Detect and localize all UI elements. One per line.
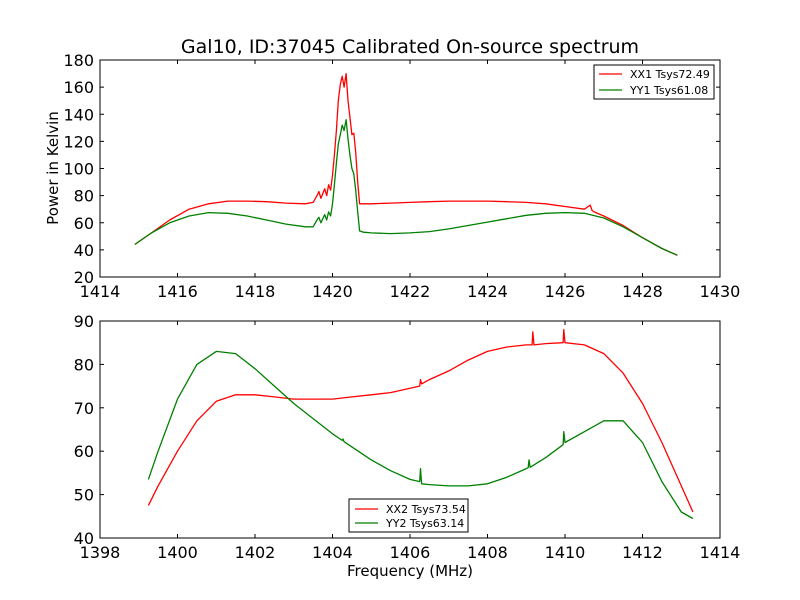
bottom-y-tick-label: 60 <box>74 442 94 461</box>
bottom-legend-label-xx2: XX2 Tsys73.54 <box>386 503 466 516</box>
top-y-tick-label: 180 <box>63 51 94 70</box>
top-y-tick-label: 60 <box>74 214 94 233</box>
bottom-y-tick-label: 70 <box>74 399 94 418</box>
top-x-tick-label: 1428 <box>622 282 663 301</box>
bottom-legend-box <box>348 498 469 533</box>
top-legend-box <box>593 64 715 100</box>
top-legend-label-xx1: XX1 Tsys72.49 <box>630 68 710 81</box>
top-y-tick-label: 20 <box>74 268 94 287</box>
top-legend: XX1 Tsys72.49 YY1 Tsys61.08 <box>593 64 715 100</box>
top-y-tick-label: 140 <box>63 105 94 124</box>
bottom-x-tick-label: 1402 <box>235 543 276 562</box>
bottom-series-line-2 <box>147 350 694 520</box>
bottom-panel: 1398 1400 1402 1404 1406 1408 1410 1412 1414 40 5… <box>74 312 741 580</box>
top-y-tick-label: 100 <box>63 160 94 179</box>
bottom-x-tick-label: 1410 <box>545 543 586 562</box>
top-y-tick-label: 40 <box>74 241 94 260</box>
bottom-x-tick-label: 1412 <box>622 543 663 562</box>
bottom-y-tick-label: 40 <box>74 529 94 548</box>
bottom-x-axis-label: Frequency (MHz) <box>347 562 473 580</box>
top-series-line-2 <box>134 119 678 256</box>
top-x-tick-label: 1416 <box>157 282 198 301</box>
bottom-x-tick-label: 1398 <box>80 543 121 562</box>
top-panel: 1414 1416 1418 1420 1422 1424 1426 1428 1430 20 4… <box>44 51 740 301</box>
bottom-x-tick-label: 1408 <box>467 543 508 562</box>
top-y-ticks: 20 40 60 80 100 120 140 160 180 <box>63 51 720 287</box>
top-legend-label-yy1: YY1 Tsys61.08 <box>629 84 708 97</box>
bottom-x-tick-label: 1404 <box>312 543 353 562</box>
top-x-tick-label: 1420 <box>312 282 353 301</box>
bottom-y-ticks: 40 50 60 70 80 90 <box>74 312 720 548</box>
top-y-tick-label: 120 <box>63 132 94 151</box>
chart-title: Gal10, ID:37045 Calibrated On-source spe… <box>181 36 639 58</box>
top-series-line-1 <box>134 72 678 256</box>
top-x-ticks: 1414 1416 1418 1420 1422 1424 1426 1428 1430 <box>80 60 741 301</box>
bottom-y-tick-label: 80 <box>74 355 94 374</box>
bottom-x-tick-label: 1406 <box>390 543 431 562</box>
top-x-tick-label: 1426 <box>545 282 586 301</box>
bottom-x-tick-label: 1414 <box>700 543 741 562</box>
top-series-layer <box>134 72 678 256</box>
bottom-y-tick-label: 50 <box>74 486 94 505</box>
top-x-tick-label: 1418 <box>235 282 276 301</box>
bottom-x-tick-label: 1400 <box>157 543 198 562</box>
top-y-tick-label: 80 <box>74 187 94 206</box>
bottom-legend-label-yy2: YY2 Tsys63.14 <box>385 517 464 530</box>
top-x-tick-label: 1430 <box>700 282 741 301</box>
top-y-tick-label: 160 <box>63 78 94 97</box>
bottom-series-layer <box>147 329 694 520</box>
top-x-tick-label: 1414 <box>80 282 121 301</box>
top-x-tick-label: 1422 <box>390 282 431 301</box>
bottom-legend: XX2 Tsys73.54 YY2 Tsys63.14 <box>348 498 469 533</box>
bottom-series-line-1 <box>147 329 694 513</box>
top-x-tick-label: 1424 <box>467 282 508 301</box>
bottom-x-ticks: 1398 1400 1402 1404 1406 1408 1410 1412 1414 <box>80 321 741 562</box>
bottom-y-tick-label: 90 <box>74 312 94 331</box>
top-y-axis-label: Power in Kelvin <box>44 111 62 225</box>
